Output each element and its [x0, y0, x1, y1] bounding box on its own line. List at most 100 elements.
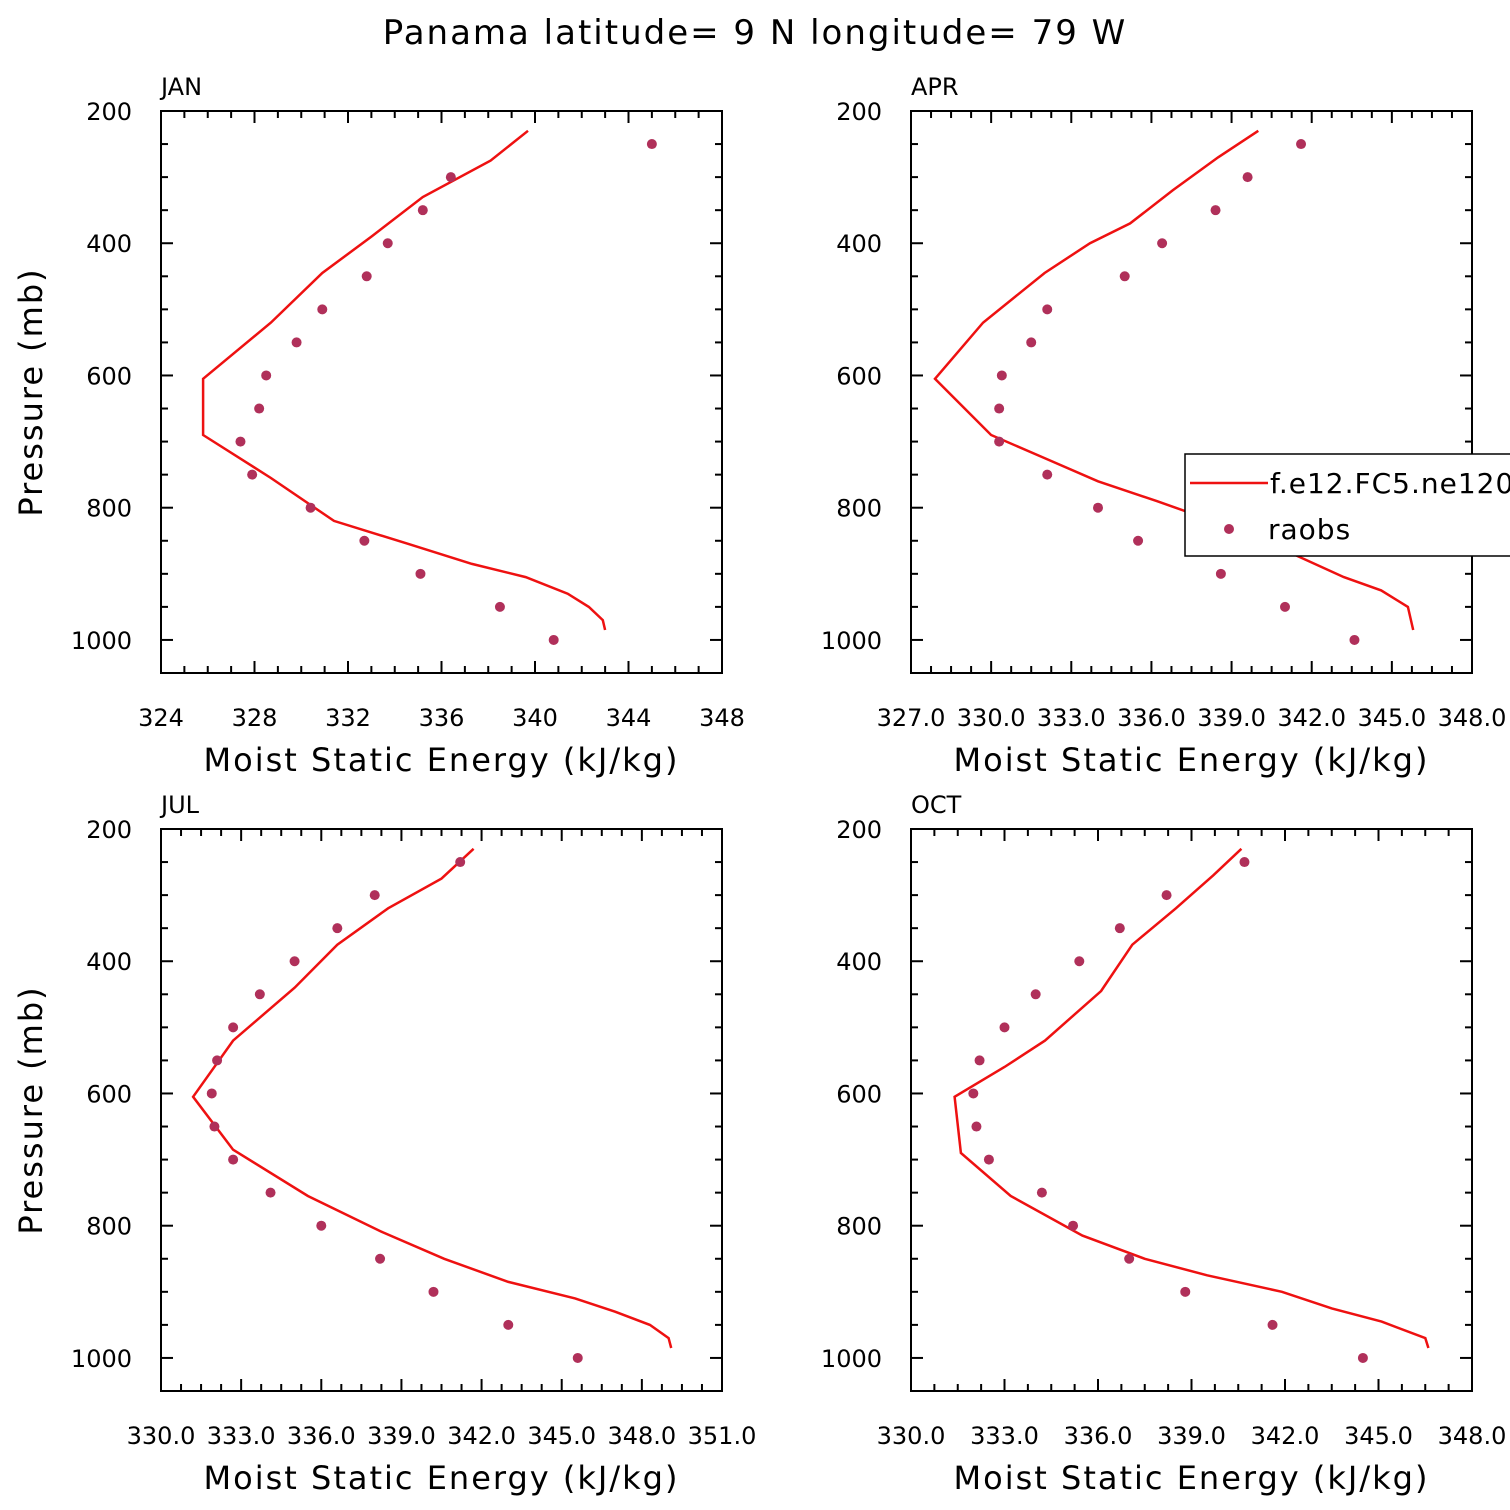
y-tick-label-apr: 400 [836, 230, 882, 258]
obs-point-apr [996, 370, 1007, 381]
x-tick-label-jan: 340 [512, 704, 558, 732]
legend-obs-label: raobs [1268, 513, 1351, 546]
x-tick-label-apr: 348.0 [1438, 704, 1507, 732]
obs-point-oct [971, 1121, 982, 1132]
y-tick-label-jul: 200 [86, 816, 132, 844]
model-line-oct [953, 847, 1430, 1349]
x-tick-label-jul: 348.0 [607, 1422, 676, 1450]
y-tick-label-jul: 800 [86, 1213, 132, 1241]
x-tick-label-jul: 336.0 [287, 1422, 356, 1450]
obs-point-jul [228, 1154, 239, 1165]
x-tick-label-jan: 324 [138, 704, 184, 732]
x-tick-label-apr: 327.0 [877, 704, 946, 732]
obs-point-oct [1357, 1352, 1368, 1363]
x-tick-label-apr: 333.0 [1037, 704, 1106, 732]
y-tick-label-oct: 600 [836, 1080, 882, 1108]
obs-point-apr [1349, 634, 1360, 645]
obs-point-jul [212, 1055, 223, 1066]
y-tick-label-jul: 600 [86, 1080, 132, 1108]
x-tick-label-oct: 348.0 [1438, 1422, 1507, 1450]
x-tick-label-jan: 328 [232, 704, 278, 732]
obs-point-jan [254, 403, 265, 414]
obs-point-apr [1157, 238, 1168, 249]
y-tick-label-jan: 1000 [71, 627, 132, 655]
x-tick-label-oct: 336.0 [1064, 1422, 1133, 1450]
obs-point-jan [548, 634, 559, 645]
obs-point-apr [994, 403, 1005, 414]
obs-point-apr [1215, 568, 1226, 579]
panel-jan: JAN 324 328 332 336 340 344 348 200 400 600 800 1000… [12, 73, 745, 779]
legend: f.e12.FC5.ne120 raobs [1184, 453, 1510, 557]
x-axis-label-apr: Moist Static Energy (kJ/kg) [954, 741, 1430, 779]
panel-apr: APR 327.0 330.0 333.0 336.0 339.0 342.0 345.0 34… [821, 73, 1506, 779]
obs-point-jul [369, 890, 380, 901]
panel-jul: JUL 330.0 333.0 336.0 339.0 342.0 345.0 348.0 35… [12, 791, 756, 1497]
obs-point-apr [1026, 337, 1037, 348]
y-tick-label-apr: 200 [836, 98, 882, 126]
obs-point-oct [983, 1154, 994, 1165]
legend-box [1184, 453, 1510, 557]
obs-point-jan [417, 205, 428, 216]
obs-point-jan [261, 370, 272, 381]
x-tick-label-jul: 339.0 [367, 1422, 436, 1450]
obs-point-jul [316, 1220, 327, 1231]
x-tick-label-jan: 336 [419, 704, 465, 732]
model-line-jan [201, 129, 607, 631]
x-tick-label-apr: 339.0 [1197, 704, 1266, 732]
x-tick-label-apr: 345.0 [1357, 704, 1426, 732]
y-tick-label-jan: 600 [86, 362, 132, 390]
x-tick-label-oct: 342.0 [1251, 1422, 1320, 1450]
obs-point-oct [1068, 1220, 1079, 1231]
legend-model-label: f.e12.FC5.ne120 [1270, 467, 1510, 500]
model-line-jul [191, 847, 673, 1349]
x-tick-label-jan: 348 [699, 704, 745, 732]
panel-label-apr: APR [911, 73, 959, 101]
plot-frame-jan [160, 110, 723, 674]
obs-point-oct [1074, 956, 1085, 967]
x-tick-label-jul: 345.0 [527, 1422, 596, 1450]
y-tick-label-oct: 400 [836, 948, 882, 976]
y-tick-label-jul: 400 [86, 948, 132, 976]
obs-point-jul [572, 1352, 583, 1363]
obs-point-jan [361, 271, 372, 282]
obs-point-jan [359, 535, 370, 546]
panels-group: JAN 324 328 332 336 340 344 348 200 400 600 800 1000… [12, 73, 1506, 1497]
x-tick-label-jan: 332 [325, 704, 371, 732]
obs-point-apr [994, 436, 1005, 447]
obs-point-jan [235, 436, 246, 447]
x-tick-label-jul: 351.0 [688, 1422, 757, 1450]
y-axis-label-jul: Pressure (mb) [12, 985, 50, 1234]
x-tick-label-apr: 336.0 [1117, 704, 1186, 732]
plot-frame-jul [160, 828, 723, 1392]
y-tick-label-apr: 600 [836, 362, 882, 390]
obs-point-oct [1036, 1187, 1047, 1198]
x-axis-label-oct: Moist Static Energy (kJ/kg) [954, 1459, 1430, 1497]
y-tick-label-jul: 1000 [71, 1345, 132, 1373]
obs-point-jan [382, 238, 393, 249]
plot-frame-oct [910, 828, 1473, 1392]
y-tick-label-jan: 800 [86, 495, 132, 523]
x-tick-label-jul: 333.0 [207, 1422, 276, 1450]
y-tick-label-oct: 200 [836, 816, 882, 844]
obs-point-jan [305, 502, 316, 513]
obs-point-jul [428, 1286, 439, 1297]
obs-point-oct [999, 1022, 1010, 1033]
x-tick-label-oct: 333.0 [970, 1422, 1039, 1450]
x-tick-label-apr: 342.0 [1277, 704, 1346, 732]
obs-point-apr [1042, 469, 1053, 480]
obs-point-oct [1161, 890, 1172, 901]
obs-point-oct [1030, 989, 1041, 1000]
obs-point-apr [1119, 271, 1130, 282]
obs-point-apr [1280, 601, 1290, 612]
y-tick-label-apr: 800 [836, 495, 882, 523]
obs-point-oct [1124, 1253, 1135, 1264]
obs-point-apr [1296, 139, 1307, 150]
obs-point-jan [494, 601, 505, 612]
obs-point-jul [254, 989, 265, 1000]
obs-point-jan [247, 469, 258, 480]
x-axis-label-jan: Moist Static Energy (kJ/kg) [204, 741, 680, 779]
obs-point-jul [209, 1121, 220, 1132]
figure-title: Panama latitude= 9 N longitude= 79 W [383, 13, 1128, 53]
y-tick-label-jan: 400 [86, 230, 132, 258]
